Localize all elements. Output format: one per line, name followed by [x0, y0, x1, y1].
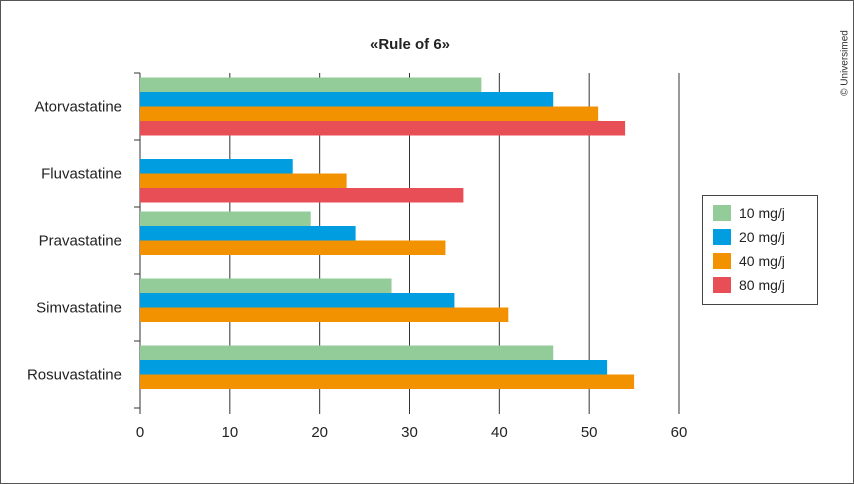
legend-swatch [713, 277, 731, 293]
legend-item: 20 mg/j [713, 228, 785, 246]
bar [140, 345, 554, 360]
bar [140, 121, 626, 136]
x-tick-label: 60 [671, 424, 688, 441]
legend-label: 40 mg/j [739, 253, 785, 269]
bar [140, 226, 356, 241]
bar [140, 106, 599, 121]
x-tick-label: 40 [491, 424, 508, 441]
chart-legend: 10 mg/j 20 mg/j 40 mg/j 80 mg/j [702, 195, 818, 305]
y-category-label: Atorvastatine [34, 99, 122, 116]
x-tick-label: 20 [311, 424, 328, 441]
bar [140, 278, 392, 293]
y-category-label: Rosuvastatine [27, 367, 122, 384]
bar [140, 293, 455, 308]
y-category-label: Pravastatine [39, 233, 122, 250]
x-tick-label: 50 [581, 424, 598, 441]
y-category-label: Simvastatine [36, 300, 122, 317]
bar [140, 188, 464, 203]
bar [140, 173, 347, 188]
bar [140, 159, 293, 174]
bar [140, 374, 635, 389]
chart-title: «Rule of 6» [369, 36, 451, 53]
legend-item: 40 mg/j [713, 252, 785, 270]
bar [140, 211, 311, 226]
legend-label: 10 mg/j [739, 205, 785, 221]
legend-label: 20 mg/j [739, 229, 785, 245]
legend-swatch [713, 205, 731, 221]
bar [140, 360, 608, 375]
y-category-label: Fluvastatine [41, 166, 122, 183]
legend-label: 80 mg/j [739, 277, 785, 293]
legend-swatch [713, 253, 731, 269]
x-tick-label: 30 [401, 424, 418, 441]
bar [140, 77, 482, 92]
bar [140, 92, 554, 107]
bar [140, 240, 446, 255]
legend-item: 80 mg/j [713, 276, 785, 294]
legend-swatch [713, 229, 731, 245]
bar [140, 307, 509, 322]
x-tick-label: 10 [221, 424, 238, 441]
legend-item: 10 mg/j [713, 204, 785, 222]
x-tick-label: 0 [136, 424, 144, 441]
